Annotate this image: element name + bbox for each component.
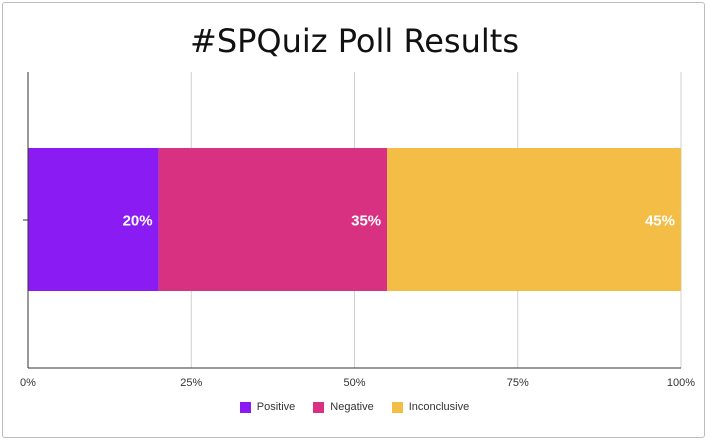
x-tick-label: 50% [343, 377, 365, 389]
legend-swatch-negative [313, 401, 325, 413]
data-label: 45% [645, 213, 675, 230]
bar-segment [158, 148, 388, 291]
x-tick-label: 25% [180, 377, 202, 389]
bar-segment [387, 148, 681, 291]
x-tick-label: 0% [20, 377, 36, 389]
legend-item-inconclusive: Inconclusive [391, 401, 470, 413]
legend-swatch-inconclusive [391, 401, 403, 413]
data-label: 35% [351, 213, 381, 230]
legend-swatch-positive [239, 401, 251, 413]
legend: Positive Negative Inconclusive [0, 401, 709, 413]
legend-label-positive: Positive [256, 401, 296, 413]
x-tick-label: 100% [667, 377, 695, 389]
legend-item-negative: Negative [313, 401, 374, 413]
bar-segment [28, 148, 159, 291]
data-label: 20% [123, 213, 153, 230]
chart-title: #SPQuiz Poll Results [190, 22, 519, 60]
legend-label-negative: Negative [330, 401, 374, 413]
legend-item-positive: Positive [239, 401, 296, 413]
legend-label-inconclusive: Inconclusive [408, 401, 470, 413]
x-tick-label: 75% [507, 377, 529, 389]
